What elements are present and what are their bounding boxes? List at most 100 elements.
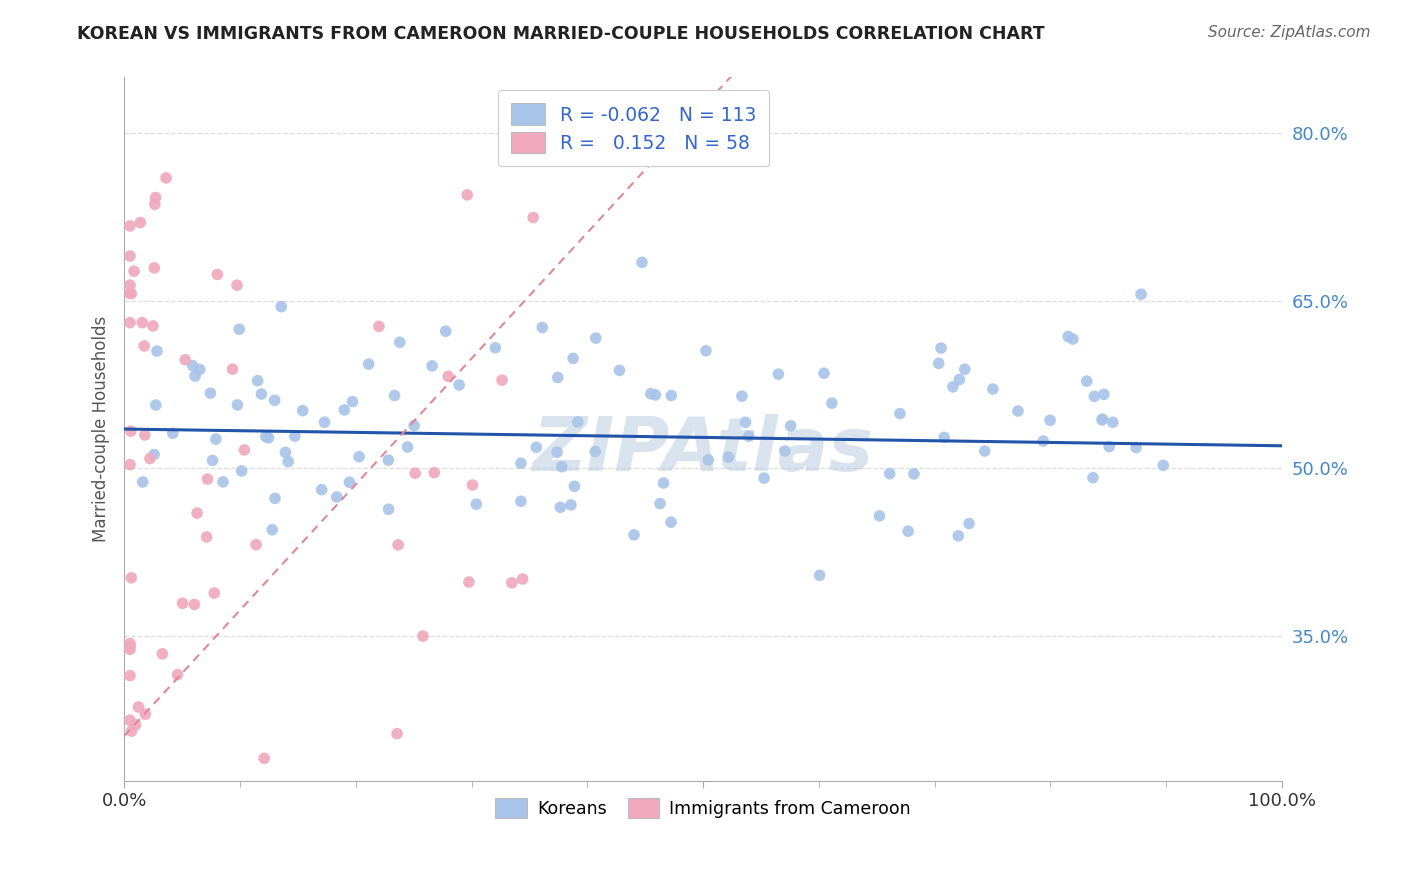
Point (640, 386, 662, 401)
Point (291, 403, 314, 417)
Legend: Koreans, Immigrants from Cameroon: Koreans, Immigrants from Cameroon (488, 791, 918, 825)
Point (120, 571, 142, 585)
Point (929, 341, 952, 355)
Point (546, 445, 568, 459)
Point (458, 574, 481, 589)
Point (957, 516, 980, 531)
Point (201, 453, 224, 467)
Point (623, 528, 645, 542)
Point (200, 386, 222, 401)
Point (124, 718, 146, 732)
Point (333, 403, 356, 417)
Point (484, 341, 506, 355)
Y-axis label: Married-couple Households: Married-couple Households (93, 316, 110, 542)
Point (1081, 470, 1104, 484)
Point (889, 407, 911, 421)
Point (731, 389, 754, 403)
Point (368, 319, 391, 334)
Point (1057, 329, 1080, 343)
Point (155, 170, 177, 185)
Point (118, 713, 141, 727)
Point (270, 300, 292, 314)
Point (524, 440, 547, 454)
Point (212, 475, 235, 489)
Point (197, 472, 219, 486)
Point (1091, 412, 1114, 426)
Point (233, 442, 256, 457)
Point (717, 450, 740, 464)
Point (274, 445, 297, 459)
Point (143, 260, 166, 275)
Point (631, 255, 654, 269)
Point (1091, 413, 1114, 427)
Point (202, 586, 225, 600)
Point (567, 415, 589, 429)
Point (174, 352, 197, 367)
Point (139, 451, 162, 466)
Point (246, 374, 269, 388)
Point (134, 707, 156, 722)
Point (531, 320, 554, 334)
Point (195, 530, 218, 544)
Point (118, 642, 141, 657)
Point (928, 356, 950, 370)
Point (118, 316, 141, 330)
Point (437, 369, 460, 384)
Point (226, 398, 249, 412)
Point (550, 500, 572, 515)
Point (118, 249, 141, 263)
Point (585, 331, 607, 345)
Point (396, 440, 419, 454)
Point (420, 359, 443, 373)
Point (1125, 441, 1147, 455)
Point (522, 211, 544, 225)
Point (120, 636, 142, 650)
Point (118, 219, 141, 233)
Point (461, 478, 484, 492)
Point (1130, 287, 1153, 301)
Point (128, 700, 150, 714)
Point (122, 264, 145, 278)
Point (184, 369, 207, 384)
Point (129, 215, 152, 229)
Point (404, 466, 426, 480)
Point (644, 388, 666, 402)
Point (821, 396, 844, 410)
Point (695, 343, 717, 358)
Point (131, 316, 153, 330)
Point (284, 429, 307, 443)
Point (150, 647, 173, 661)
Point (181, 359, 204, 373)
Point (188, 362, 211, 376)
Point (277, 454, 299, 468)
Point (134, 339, 156, 353)
Point (262, 523, 284, 537)
Point (491, 373, 513, 387)
Point (510, 494, 533, 508)
Point (773, 444, 796, 458)
Point (221, 362, 243, 376)
Point (118, 668, 141, 682)
Point (228, 322, 250, 336)
Point (118, 286, 141, 301)
Point (1101, 415, 1123, 429)
Point (384, 388, 406, 402)
Point (207, 268, 229, 282)
Point (118, 278, 141, 293)
Point (609, 363, 631, 377)
Point (404, 418, 426, 433)
Point (388, 335, 411, 350)
Point (377, 502, 399, 516)
Point (903, 467, 925, 481)
Point (120, 424, 142, 438)
Point (146, 344, 169, 359)
Point (311, 483, 333, 497)
Point (118, 458, 141, 472)
Point (264, 491, 287, 506)
Point (347, 450, 370, 464)
Point (253, 751, 276, 765)
Point (562, 351, 585, 366)
Point (948, 529, 970, 543)
Text: Source: ZipAtlas.com: Source: ZipAtlas.com (1208, 25, 1371, 40)
Point (314, 415, 336, 429)
